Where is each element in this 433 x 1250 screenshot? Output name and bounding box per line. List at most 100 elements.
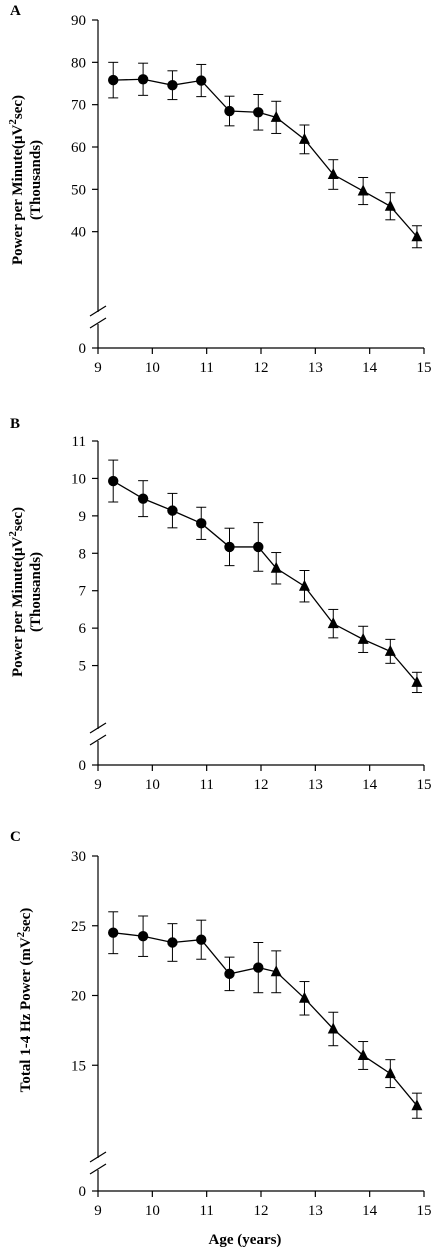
y-tick-label: 9	[79, 509, 87, 525]
y-tick-label: 6	[79, 621, 87, 637]
y-tick-label: 90	[71, 13, 86, 29]
data-point-triangle	[270, 561, 282, 573]
data-point-circle	[253, 962, 264, 973]
x-tick-label: 15	[417, 360, 432, 376]
series-line	[112, 480, 418, 683]
data-point-circle	[137, 931, 149, 942]
data-point-circle	[137, 493, 149, 504]
x-axis-label: Age (years)	[209, 1232, 282, 1248]
x-tick-label: 11	[199, 777, 213, 793]
data-point-triangle	[298, 991, 310, 1003]
x-tick-label: 10	[145, 360, 160, 376]
y-tick-label: 7	[79, 584, 87, 600]
y-axis-label: Power per Minute(μV2sec)	[7, 95, 26, 265]
axis-break-mark	[89, 734, 107, 746]
y-tick-label: 25	[71, 919, 86, 935]
x-tick-label: 12	[254, 777, 269, 793]
data-point-triangle	[270, 110, 282, 122]
data-point-circle	[196, 518, 207, 529]
x-tick-label: 14	[362, 360, 378, 376]
y-tick-label: 80	[71, 55, 86, 71]
axis-break-mark	[89, 305, 107, 317]
x-tick-label: 10	[145, 777, 160, 793]
data-point-triangle	[357, 632, 369, 644]
data-point-circle	[224, 968, 235, 980]
y-tick-label: 70	[71, 98, 86, 114]
panel-label: A	[10, 3, 21, 19]
series-line	[113, 78, 418, 238]
x-tick-label: 12	[254, 1203, 269, 1219]
plot-area: 40 50 60 70 80 90 09 10 11 12 13 14 15	[71, 13, 432, 376]
data-point-circle	[196, 75, 207, 86]
data-point-triangle	[384, 644, 396, 656]
panel-a: A Power per Minute(μV2sec) (Thousands) 4…	[7, 3, 432, 376]
y-tick-label: 0	[79, 1184, 87, 1200]
axis-break-mark	[89, 1151, 107, 1163]
data-point-triangle	[298, 579, 310, 591]
data-point-triangle	[384, 199, 396, 211]
plot-area: 15 20 25 30 09 10 11 12 13 14 15	[71, 849, 432, 1219]
data-point-circle	[167, 79, 178, 91]
x-tick-label: 9	[94, 777, 102, 793]
data-point-circle	[253, 541, 264, 553]
x-tick-label: 10	[145, 1203, 160, 1219]
data-point-circle	[167, 505, 178, 516]
data-point-circle	[137, 74, 149, 85]
y-tick-label: 8	[79, 546, 87, 562]
data-point-triangle	[411, 675, 423, 687]
x-tick-label: 13	[308, 777, 323, 793]
data-point-circle	[224, 105, 235, 117]
x-tick-label: 14	[362, 777, 378, 793]
panel-c: C Total 1-4 Hz Power (mV2sec) Age (years…	[10, 829, 432, 1248]
axis-break-mark	[89, 317, 107, 329]
panel-b: B Power per Minute(μV2sec) (Thousands) 5…	[7, 416, 432, 793]
data-point-triangle	[357, 1048, 369, 1060]
y-tick-label: 50	[71, 182, 86, 198]
x-tick-label: 15	[417, 1203, 432, 1219]
y-tick-label: 15	[71, 1058, 86, 1074]
data-point-triangle	[327, 1022, 339, 1034]
y-tick-label: 0	[79, 341, 87, 357]
data-point-triangle	[270, 965, 282, 977]
data-point-triangle	[357, 184, 369, 196]
y-tick-label: 10	[71, 471, 86, 487]
axis-break-mark	[89, 722, 107, 734]
x-tick-label: 12	[254, 360, 269, 376]
data-point-circle	[108, 927, 119, 938]
data-point-triangle	[384, 1067, 396, 1079]
x-tick-label: 9	[94, 360, 102, 376]
x-tick-label: 13	[308, 360, 323, 376]
data-point-circle	[108, 74, 119, 86]
axis-break-mark	[89, 1163, 107, 1175]
y-axis-label: Total 1-4 Hz Power (mV2sec)	[15, 908, 34, 1093]
y-tick-label: 20	[71, 989, 86, 1005]
data-point-circle	[224, 541, 235, 553]
y-tick-label: 5	[79, 659, 87, 675]
y-axis-label: Power per Minute(μV2sec)	[7, 507, 26, 677]
data-point-triangle	[327, 168, 339, 180]
y-tick-label: 60	[71, 140, 86, 156]
x-tick-label: 9	[94, 1203, 102, 1219]
x-tick-label: 11	[199, 1203, 213, 1219]
data-point-triangle	[411, 1099, 423, 1111]
panel-label: B	[10, 416, 20, 432]
y-axis-label-line2: (Thousands)	[28, 552, 44, 632]
data-point-triangle	[411, 230, 423, 242]
y-tick-label: 40	[71, 225, 86, 241]
x-tick-label: 11	[199, 360, 213, 376]
data-point-circle	[253, 107, 264, 118]
series-line	[113, 932, 418, 1107]
y-tick-label: 11	[72, 434, 86, 450]
data-point-triangle	[298, 132, 310, 144]
data-point-circle	[196, 934, 207, 945]
y-axis-label-line2: (Thousands)	[28, 140, 44, 220]
panel-label: C	[10, 829, 21, 845]
y-tick-label: 0	[79, 758, 87, 774]
data-point-circle	[108, 475, 119, 487]
data-point-triangle	[327, 617, 339, 629]
x-tick-label: 13	[308, 1203, 323, 1219]
x-tick-label: 14	[362, 1203, 378, 1219]
y-tick-label: 30	[71, 849, 86, 865]
